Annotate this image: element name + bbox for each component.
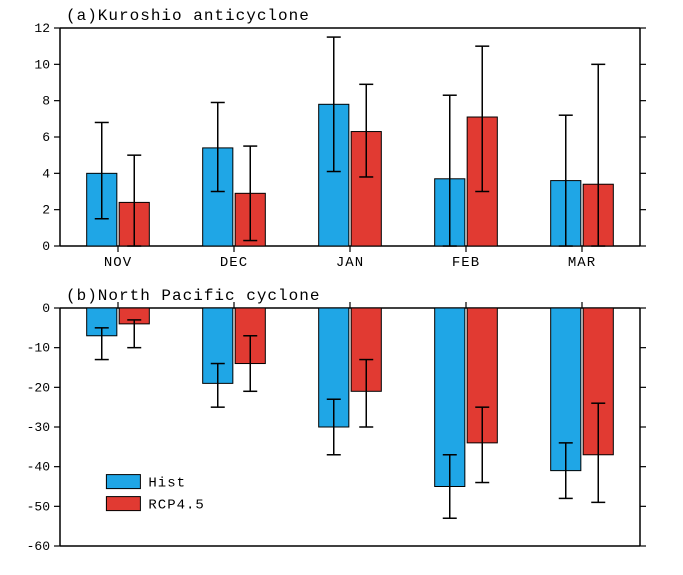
panel_a-ytick-label: 0	[42, 239, 50, 254]
panel_b-ytick-label: -20	[27, 380, 50, 395]
panel_a-ytick-label: 6	[42, 130, 50, 145]
panel_a-ytick-label: 10	[34, 57, 50, 72]
panel_a-ytick-label: 4	[42, 166, 50, 181]
panel_b-ytick-label: 0	[42, 301, 50, 316]
figure-svg: (a)Kuroshio anticyclone 0 2 4 6 8 10 12 NOV DEC JA…	[0, 0, 683, 575]
panel_b-ytick-label: -10	[27, 341, 50, 356]
legend-label: Hist	[148, 476, 186, 492]
panel_b-ytick-label: -40	[27, 460, 50, 475]
legend-swatch-Hist	[106, 475, 140, 489]
panel_a-xtick-label: MAR	[568, 255, 596, 271]
legend-swatch-RCP4.5	[106, 497, 140, 511]
figure-container: { "figure": { "width": 683, "height": 57…	[0, 0, 683, 575]
panel_a-ytick-label: 8	[42, 94, 50, 109]
panel_b-title: (b)North Pacific cyclone	[66, 287, 320, 305]
panel_a: (a)Kuroshio anticyclone 0 2 4 6 8 10 12 NOV DEC JA…	[34, 7, 646, 271]
panel_a-xtick-label: NOV	[104, 255, 132, 271]
panel_b-ytick-label: -30	[27, 420, 50, 435]
legend-label: RCP4.5	[148, 498, 204, 514]
panel_b-ytick-label: -50	[27, 499, 50, 514]
panel_a-xtick-label: DEC	[220, 255, 248, 271]
panel_a-xtick-label: JAN	[336, 255, 364, 271]
panel_a-xtick-label: FEB	[452, 255, 480, 271]
panel_a-ytick-label: 12	[34, 21, 50, 36]
panel_b: (b)North Pacific cyclone -60 -50 -40 -30 -20 -…	[27, 287, 646, 554]
panel_a-title: (a)Kuroshio anticyclone	[66, 7, 310, 25]
panel_a-ytick-label: 2	[42, 203, 50, 218]
panel_b-ytick-label: -60	[27, 539, 50, 554]
